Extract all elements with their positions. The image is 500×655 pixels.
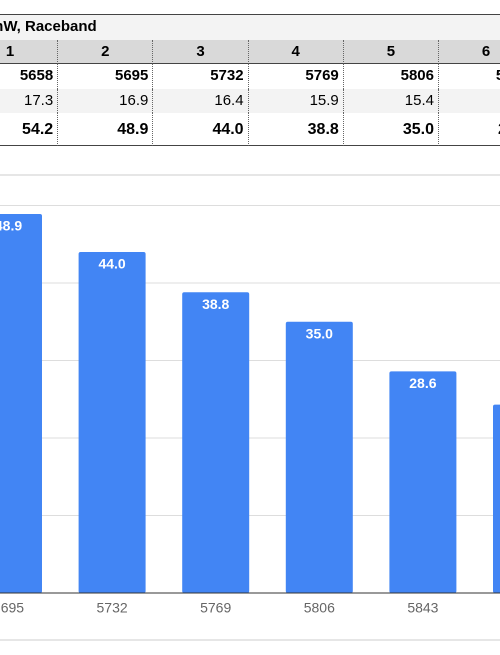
table-cell: 15.4 [343,89,439,113]
table-cell: 38.8 [248,113,344,146]
column-header: 4 [248,40,344,64]
table-cell: 54.2 [0,113,59,146]
column-header: 2 [58,40,154,64]
data-label: 48.9 [0,218,22,234]
data-label: 28.6 [409,375,436,391]
bar [0,214,42,593]
table: mW, Raceband 1 2 3 4 5 6 5658 5695 5732 5769 5806 5… [0,0,500,160]
table-cell: 5769 [248,64,344,89]
table-cell: 5732 [153,64,249,89]
data-label: 38.8 [202,296,229,312]
data-label: 44.0 [98,256,125,272]
bar [182,292,250,593]
table-cell: 44.0 [153,113,249,146]
column-header: 3 [153,40,249,64]
bar [285,321,353,593]
table-cell: 28.6 [439,113,500,146]
x-tick-label: 5769 [200,600,231,616]
column-header: 1 [0,40,59,64]
table-cell: 14.9 [439,89,500,113]
table-cell: 16.9 [58,89,154,113]
table-title-row [0,14,500,41]
table-cell: 17.3 [0,89,59,113]
table-cell: 5843 [439,64,500,89]
bar [493,404,500,593]
table-cell: 5695 [58,64,154,89]
table-cell: 5658 [0,64,59,89]
table-title: mW, Raceband [0,18,97,35]
bar [78,252,146,593]
table-cell: 5806 [343,64,439,89]
x-tick-label: 5806 [304,600,335,616]
x-tick-label: 5695 [0,600,24,616]
x-tick-label: 5732 [97,600,128,616]
column-header: 5 [343,40,439,64]
column-header: 6 [439,40,500,64]
bar [389,371,457,593]
table-cell: 48.9 [58,113,154,146]
table-cell: 16.4 [153,89,249,113]
x-tick-label: 5843 [407,600,438,616]
table-cell: 35.0 [343,113,439,146]
data-label: 35.0 [306,325,333,341]
table-cell: 15.9 [248,89,344,113]
